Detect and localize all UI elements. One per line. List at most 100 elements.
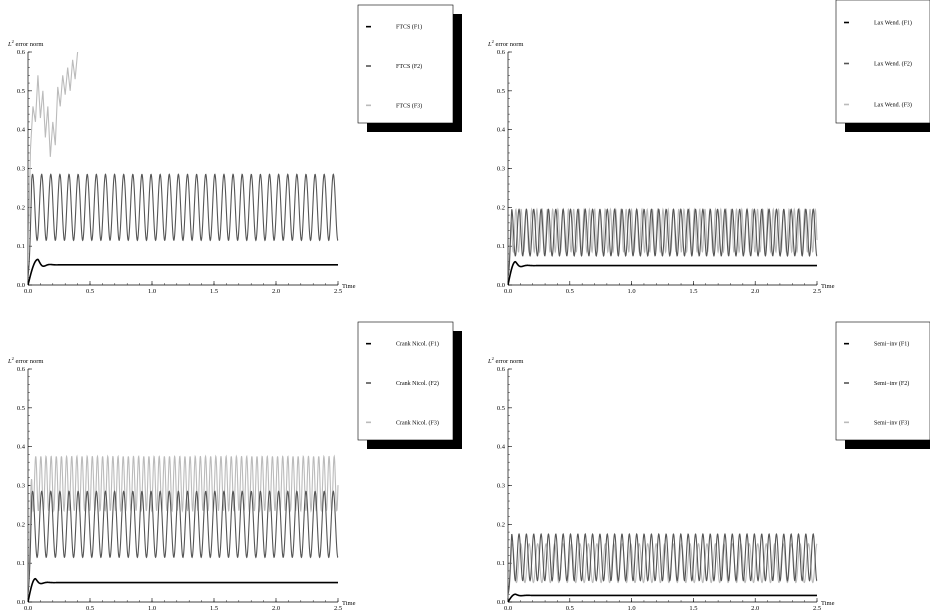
y-tick-label: 0.3 <box>497 166 505 173</box>
y-tick-label: 0.1 <box>17 560 25 567</box>
y-tick-label: 0.6 <box>17 49 26 56</box>
y-tick-label: 0.0 <box>17 599 25 606</box>
y-axis-label-rest: error norm <box>494 358 524 365</box>
series-line-f2 <box>508 208 818 278</box>
legend-label: Lax Wend. (F2) <box>874 61 912 68</box>
legend-label: Crank Nicol. (F1) <box>396 341 439 348</box>
legend-box <box>835 0 930 124</box>
y-axis-label: L2 error norm <box>487 39 523 48</box>
y-tick-label: 0.4 <box>17 444 26 451</box>
series-line-f3 <box>28 454 339 595</box>
y-tick-label: 0.1 <box>497 560 505 567</box>
y-tick-label: 0.0 <box>497 599 505 606</box>
x-tick-label: 1.5 <box>689 288 697 295</box>
legend-label: Crank Nicol. (F2) <box>396 380 439 387</box>
x-tick-label: 0.0 <box>24 288 32 295</box>
legend-label: Semi−inv (F2) <box>874 380 909 387</box>
chart-panel-3: 0.0 0.5 1.0 1.5 2.0 2.5 0.0 0.1 0.2 0.3 0.4 0.5 0.6 L… <box>7 321 462 612</box>
y-axis-label-rest: error norm <box>14 41 44 48</box>
x-tick-label: 1.5 <box>689 605 697 612</box>
legend-label: Lax Wend. (F3) <box>874 102 912 109</box>
legend-label: Lax Wend. (F1) <box>874 20 912 27</box>
y-tick-label: 0.2 <box>497 521 505 528</box>
series-line-f2 <box>508 532 818 595</box>
y-tick-label: 0.4 <box>497 444 506 451</box>
x-tick-label: 2.0 <box>272 288 280 295</box>
x-axis-label: Time <box>821 600 835 607</box>
y-axis-label-base: L <box>7 358 12 365</box>
series-line-f1 <box>508 260 817 285</box>
y-tick-label: 0.2 <box>17 204 25 211</box>
x-tick-label: 1.0 <box>628 288 636 295</box>
series-line-f3 <box>508 207 818 278</box>
x-axis-label: Time <box>342 600 356 607</box>
x-tick-label: 0.5 <box>86 288 94 295</box>
y-tick-label: 0.5 <box>497 88 505 95</box>
x-axis-label: Time <box>821 283 835 290</box>
y-tick-label: 0.6 <box>17 366 26 373</box>
x-tick-label: 2.5 <box>334 605 342 612</box>
x-tick-label: 2.5 <box>813 288 821 295</box>
x-tick-label: 1.0 <box>148 288 156 295</box>
y-tick-label: 0.0 <box>17 282 25 289</box>
x-tick-label: 2.0 <box>272 605 280 612</box>
y-tick-label: 0.0 <box>497 282 505 289</box>
legend-label: FTCS (F1) <box>396 24 422 31</box>
y-tick-label: 0.1 <box>17 243 25 250</box>
y-axis-label-base: L <box>7 41 12 48</box>
y-axis-label-rest: error norm <box>494 41 524 48</box>
y-axis-label-sup: 2 <box>492 356 494 361</box>
series-line-f2 <box>28 173 339 278</box>
y-tick-label: 0.5 <box>17 405 25 412</box>
x-tick-label: 0.5 <box>566 288 574 295</box>
y-axis-label-base: L <box>487 358 492 365</box>
y-axis-label-rest: error norm <box>14 358 44 365</box>
series-line-f1 <box>28 258 338 285</box>
x-tick-label: 0.0 <box>504 605 512 612</box>
y-tick-label: 0.4 <box>17 127 26 134</box>
legend-box <box>357 4 454 124</box>
x-tick-label: 2.5 <box>813 605 821 612</box>
chart-panel-2: 0.0 0.5 1.0 1.5 2.0 2.50.00.10.20.30.40.50.6L… <box>487 0 930 295</box>
series-line-f3 <box>28 51 79 266</box>
y-tick-label: 0.2 <box>497 204 505 211</box>
x-tick-label: 0.0 <box>504 288 512 295</box>
y-axis-label-sup: 2 <box>492 39 494 44</box>
series-line-f1 <box>508 593 817 602</box>
x-axis-label: Time <box>342 283 356 290</box>
x-tick-label: 2.0 <box>751 605 759 612</box>
x-tick-label: 0.5 <box>86 605 94 612</box>
x-tick-label: 1.5 <box>210 605 218 612</box>
y-tick-label: 0.1 <box>497 243 505 250</box>
y-tick-label: 0.5 <box>497 405 505 412</box>
y-tick-label: 0.3 <box>497 483 505 490</box>
chart-panel-4: 0.0 0.5 1.0 1.5 2.0 2.50.00.10.20.30.40.50.6L… <box>487 321 930 612</box>
legend-box <box>835 321 930 441</box>
series-line-f2 <box>28 490 339 595</box>
y-tick-label: 0.6 <box>497 49 506 56</box>
x-tick-label: 2.0 <box>751 288 759 295</box>
y-axis-label-sup: 2 <box>12 356 14 361</box>
y-tick-label: 0.6 <box>497 366 506 373</box>
y-axis-label: L2 error norm <box>487 356 523 365</box>
x-tick-label: 1.0 <box>148 605 156 612</box>
x-tick-label: 1.5 <box>210 288 218 295</box>
legend-label: FTCS (F2) <box>396 63 422 70</box>
series-line-f1 <box>28 577 338 602</box>
y-tick-label: 0.3 <box>17 483 25 490</box>
y-tick-label: 0.3 <box>17 166 25 173</box>
x-tick-label: 1.0 <box>628 605 636 612</box>
legend-label: Semi−inv (F3) <box>874 419 909 426</box>
y-axis-label-sup: 2 <box>12 39 14 44</box>
y-tick-label: 0.2 <box>17 521 25 528</box>
x-tick-label: 2.5 <box>334 288 342 295</box>
legend-box <box>357 321 454 441</box>
legend-label: Semi−inv (F1) <box>874 341 909 348</box>
y-tick-label: 0.5 <box>17 88 25 95</box>
y-axis-label-base: L <box>487 41 492 48</box>
y-axis-label: L2 error norm <box>7 39 43 48</box>
chart-panel-1: 0.0 0.5 1.0 1.5 2.0 2.50.00.10.20.30.40.50.6L… <box>7 4 462 295</box>
legend-label: FTCS (F3) <box>396 102 422 109</box>
x-tick-label: 0.0 <box>24 605 32 612</box>
